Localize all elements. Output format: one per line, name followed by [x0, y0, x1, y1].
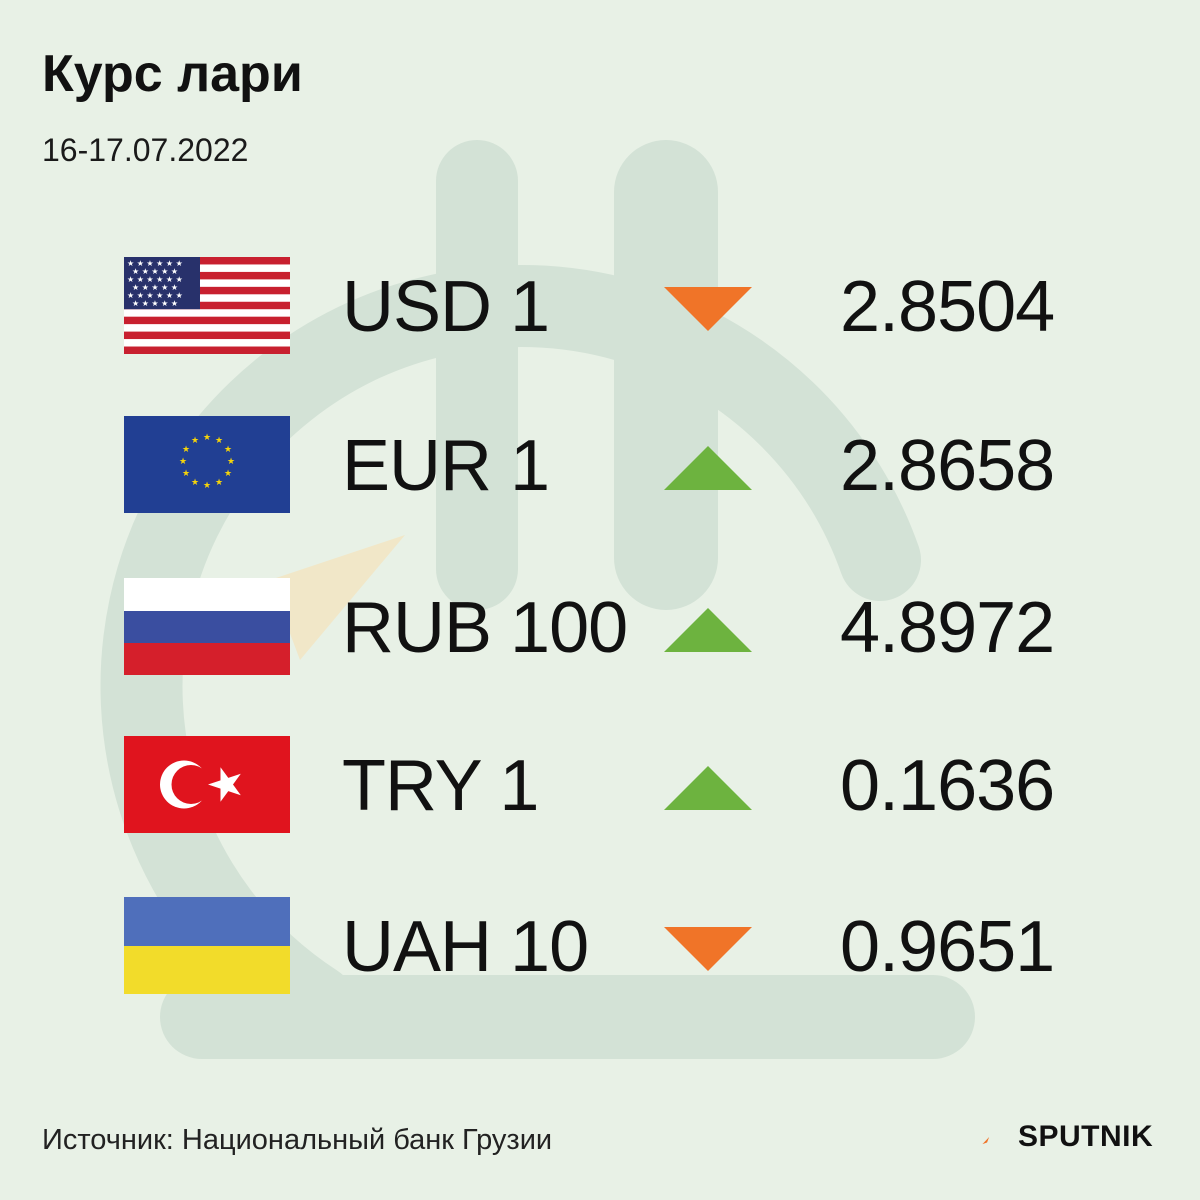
- trend-up-icon: [664, 766, 752, 810]
- ukraine-flag-icon: [124, 897, 290, 994]
- currency-code: RUB 100: [342, 588, 628, 668]
- trend-down-icon: [664, 927, 752, 971]
- brand-logo-text: SPUTNIK: [1018, 1120, 1154, 1153]
- page-title: Курс лари: [42, 45, 303, 103]
- rate-value: 4.8972: [840, 588, 1055, 668]
- rate-value: 2.8504: [840, 267, 1055, 347]
- svg-text:★: ★: [215, 436, 223, 446]
- date-label: 16-17.07.2022: [42, 132, 249, 168]
- currency-code: USD 1: [342, 267, 550, 347]
- rate-row-eur: ★ ★ ★ ★ ★ ★ ★ ★ ★ ★ ★ ★ EUR 1 2.8658: [0, 416, 1200, 516]
- trend-down-icon: [664, 287, 752, 331]
- svg-text:★: ★: [179, 457, 187, 467]
- svg-text:★ ★ ★ ★ ★: ★ ★ ★ ★ ★: [132, 299, 178, 308]
- sputnik-logo-icon: [982, 1137, 990, 1145]
- usa-flag-icon: ★ ★ ★ ★ ★ ★ ★ ★ ★ ★ ★ ★ ★ ★ ★ ★ ★ ★ ★ ★ …: [124, 257, 290, 354]
- trend-up-icon: [664, 608, 752, 652]
- svg-text:★: ★: [215, 478, 223, 488]
- rate-value: 0.1636: [840, 746, 1055, 826]
- rate-value: 2.8658: [840, 426, 1055, 506]
- svg-text:★: ★: [203, 481, 211, 491]
- svg-text:★: ★: [191, 436, 199, 446]
- rate-row-try: TRY 1 0.1636: [0, 736, 1200, 836]
- trend-up-icon: [664, 446, 752, 490]
- currency-code: EUR 1: [342, 426, 550, 506]
- eu-flag-icon: ★ ★ ★ ★ ★ ★ ★ ★ ★ ★ ★ ★: [124, 416, 290, 513]
- currency-code: UAH 10: [342, 907, 589, 987]
- svg-text:★: ★: [224, 445, 232, 455]
- rate-row-uah: UAH 10 0.9651: [0, 897, 1200, 997]
- svg-text:★: ★: [191, 478, 199, 488]
- currency-code: TRY 1: [342, 746, 539, 826]
- russia-flag-icon: [124, 578, 290, 675]
- svg-text:★: ★: [182, 445, 190, 455]
- source-note: Источник: Национальный банк Грузии: [42, 1124, 553, 1156]
- svg-text:★: ★: [203, 433, 211, 443]
- svg-text:★ ★ ★ ★ ★ ★: ★ ★ ★ ★ ★ ★: [127, 259, 183, 268]
- svg-text:★ ★ ★ ★ ★ ★: ★ ★ ★ ★ ★ ★: [127, 275, 183, 284]
- svg-text:★: ★: [227, 457, 235, 467]
- svg-text:★ ★ ★ ★ ★ ★: ★ ★ ★ ★ ★ ★: [127, 291, 183, 300]
- rate-value: 0.9651: [840, 907, 1055, 987]
- svg-text:★ ★ ★ ★ ★: ★ ★ ★ ★ ★: [132, 283, 178, 292]
- svg-text:★ ★ ★ ★ ★: ★ ★ ★ ★ ★: [132, 267, 178, 276]
- svg-text:★: ★: [224, 469, 232, 479]
- rate-row-rub: RUB 100 4.8972: [0, 578, 1200, 678]
- rate-row-usd: ★ ★ ★ ★ ★ ★ ★ ★ ★ ★ ★ ★ ★ ★ ★ ★ ★ ★ ★ ★ …: [0, 257, 1200, 357]
- svg-text:★: ★: [182, 469, 190, 479]
- turkey-flag-icon: [124, 736, 290, 833]
